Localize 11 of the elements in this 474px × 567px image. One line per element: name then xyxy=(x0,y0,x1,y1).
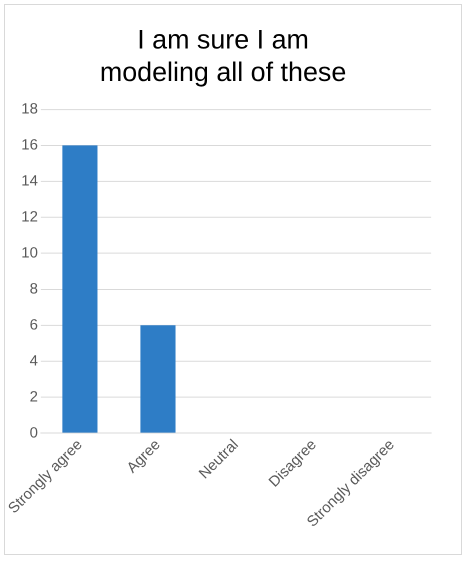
y-tick-label: 18 xyxy=(21,100,38,118)
y-tick-label: 10 xyxy=(21,244,38,262)
y-tick-label: 6 xyxy=(30,316,38,334)
y-tick-label: 16 xyxy=(21,136,38,154)
chart-title: I am sure I am modeling all of these xyxy=(100,24,346,87)
y-tick-label: 0 xyxy=(30,424,38,442)
y-tick-label: 8 xyxy=(30,280,38,298)
y-tick-label: 4 xyxy=(30,352,38,370)
y-tick-label: 14 xyxy=(21,172,38,190)
y-tick-label: 2 xyxy=(30,388,38,406)
y-tick-label: 12 xyxy=(21,208,38,226)
